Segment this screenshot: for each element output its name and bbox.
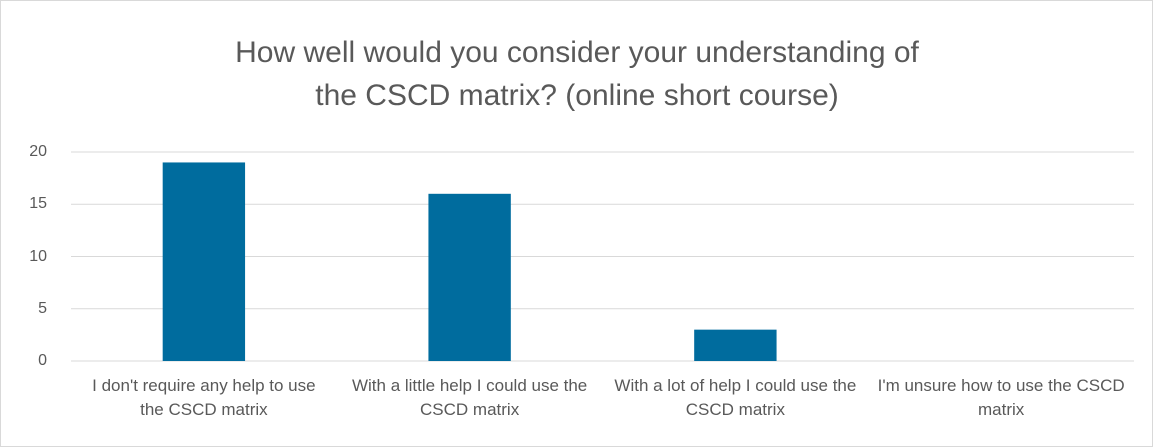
- chart-title: How well would you consider your underst…: [235, 36, 919, 112]
- x-tick-label: I don't require any help to use the CSCD…: [92, 376, 316, 419]
- y-tick-label: 20: [29, 143, 47, 160]
- x-tick-label: With a little help I could use the CSCD …: [351, 376, 588, 419]
- y-tick-label: 10: [29, 247, 47, 265]
- x-tick-label: I'm unsure how to use the CSCD matrix: [877, 376, 1125, 419]
- bar: [162, 162, 246, 361]
- y-tick-label: 0: [38, 352, 47, 369]
- y-tick-label: 15: [29, 195, 47, 213]
- y-tick-label: 5: [38, 299, 47, 317]
- bar: [428, 193, 511, 361]
- x-tick-label: With a lot of help I could use the CSCD …: [614, 376, 857, 419]
- bar: [694, 329, 777, 361]
